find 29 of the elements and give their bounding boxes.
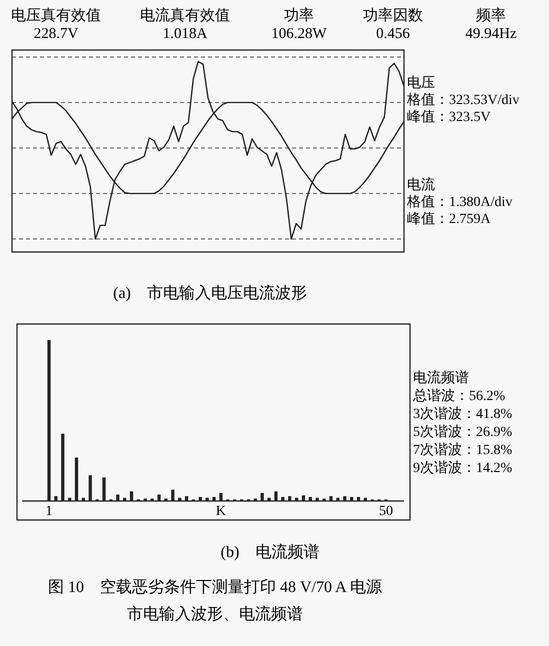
caption: 图 10 空载恶劣条件下测量打印 48 V/70 A 电源 — [48, 578, 382, 596]
text: (b) 电流频谱 — [220, 543, 320, 561]
text: 峰值：323.5V — [407, 109, 491, 125]
text: 电流频谱 — [413, 370, 469, 386]
text: 频率 — [476, 7, 506, 24]
text: 格值：323.53V/div — [406, 92, 520, 108]
text: 49.94Hz — [465, 26, 517, 42]
text: 功率因数 — [363, 7, 423, 24]
text: (a) 市电输入电压电流波形 — [113, 284, 307, 302]
x-tick-label: K — [216, 504, 226, 519]
text: 1.018A — [162, 26, 208, 42]
text: 市电输入波形、电流频谱 — [127, 605, 303, 623]
text: 电流 — [407, 177, 435, 193]
text: 电压 — [407, 75, 435, 91]
x-tick-label: 1 — [46, 504, 52, 519]
text: 7次谐波：15.8% — [413, 442, 512, 458]
text: 峰值：2.759A — [407, 211, 492, 227]
text: 9次谐波：14.2% — [413, 460, 512, 476]
text: 格值：1.380A/div — [406, 194, 512, 210]
text: 5次谐波：26.9% — [413, 424, 512, 440]
text: 电流真有效值 — [140, 7, 230, 24]
text: 106.28W — [271, 26, 328, 42]
text: 电压真有效值 — [11, 7, 101, 24]
text: 总谐波：56.2% — [412, 388, 506, 404]
text: 0.456 — [376, 26, 410, 42]
x-tick-label: 50 — [379, 504, 393, 519]
text: 3次谐波：41.8% — [413, 406, 512, 422]
text: 功率 — [284, 7, 314, 24]
text: 228.7V — [34, 26, 78, 42]
